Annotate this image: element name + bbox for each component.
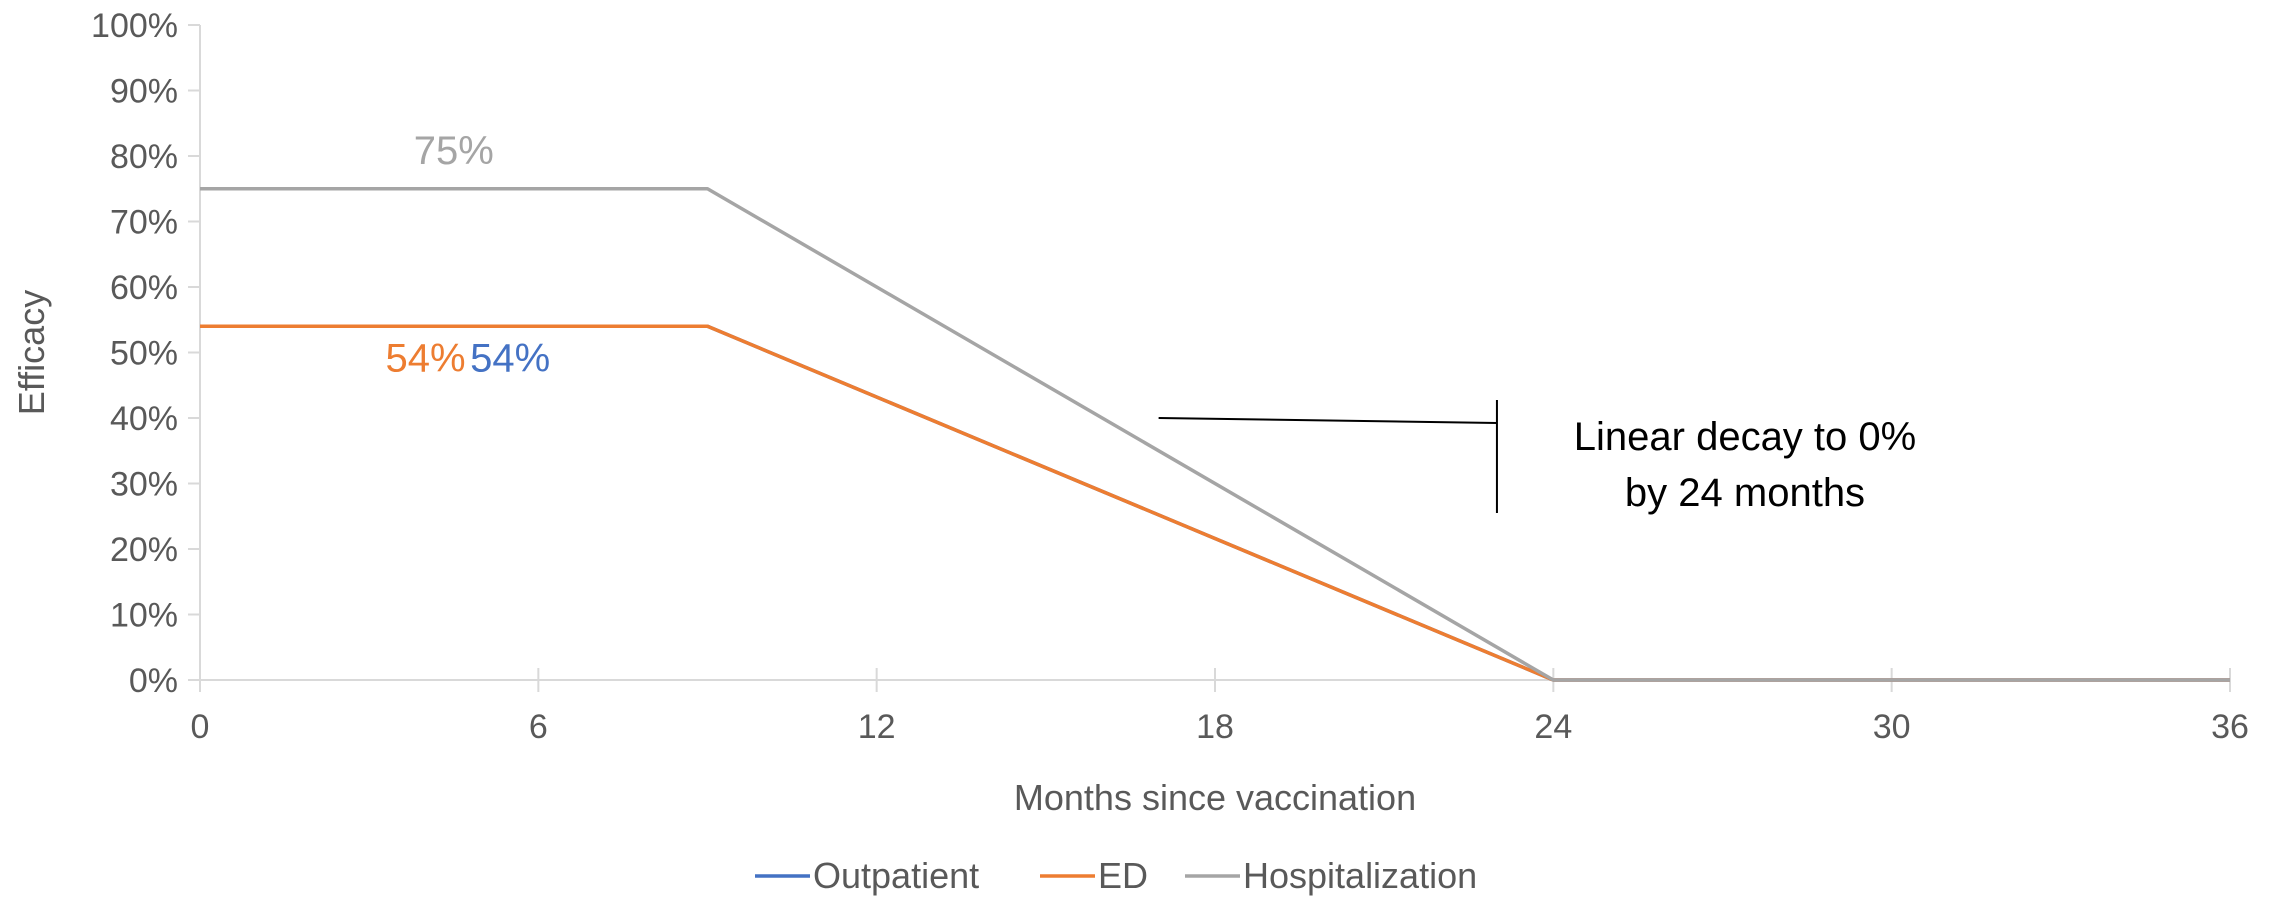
data-labels: 75% 54% 54% (386, 129, 551, 381)
x-tick-label: 24 (1534, 708, 1572, 746)
y-tick-label: 50% (110, 335, 178, 373)
x-tick-label: 36 (2211, 708, 2249, 746)
y-tick-label: 40% (110, 400, 178, 438)
y-tick-label: 60% (110, 269, 178, 307)
data-label-outpatient: 54% (470, 336, 550, 380)
y-tick-label: 100% (91, 7, 178, 45)
annotation-callout: Linear decay to 0% by 24 months (1158, 400, 1916, 515)
y-tick-label: 30% (110, 466, 178, 504)
annotation-text-line-1: Linear decay to 0% (1574, 415, 1916, 459)
x-tick-label: 6 (529, 708, 548, 746)
x-tick-label: 12 (858, 708, 896, 746)
legend-label-outpatient: Outpatient (813, 855, 979, 896)
x-tick-label: 18 (1196, 708, 1234, 746)
data-label-ed: 54% (386, 336, 466, 380)
y-axis-ticks: 0% 10% 20% 30% 40% 50% 60% 70% 80% 90% 100% (91, 7, 200, 700)
y-tick-label: 0% (129, 662, 178, 700)
series-lines (200, 187, 2230, 682)
x-tick-label: 30 (1873, 708, 1911, 746)
legend-label-ed: ED (1098, 855, 1148, 896)
y-tick-label: 20% (110, 531, 178, 569)
series-line-hospitalization (200, 187, 2230, 682)
y-tick-label: 70% (110, 204, 178, 242)
x-axis-ticks: 0 6 12 18 24 30 36 (191, 668, 2249, 746)
y-tick-label: 80% (110, 138, 178, 176)
data-label-hospitalization: 75% (414, 129, 494, 173)
y-axis-title: Efficacy (11, 290, 52, 415)
callout-leader-line (1158, 417, 1497, 424)
legend-label-hospitalization: Hospitalization (1243, 855, 1477, 896)
x-tick-label: 0 (191, 708, 210, 746)
legend: Outpatient ED Hospitalization (755, 855, 1477, 896)
x-axis-title: Months since vaccination (1014, 777, 1416, 818)
y-tick-label: 90% (110, 73, 178, 111)
annotation-text-line-2: by 24 months (1625, 471, 1865, 515)
y-tick-label: 10% (110, 597, 178, 635)
